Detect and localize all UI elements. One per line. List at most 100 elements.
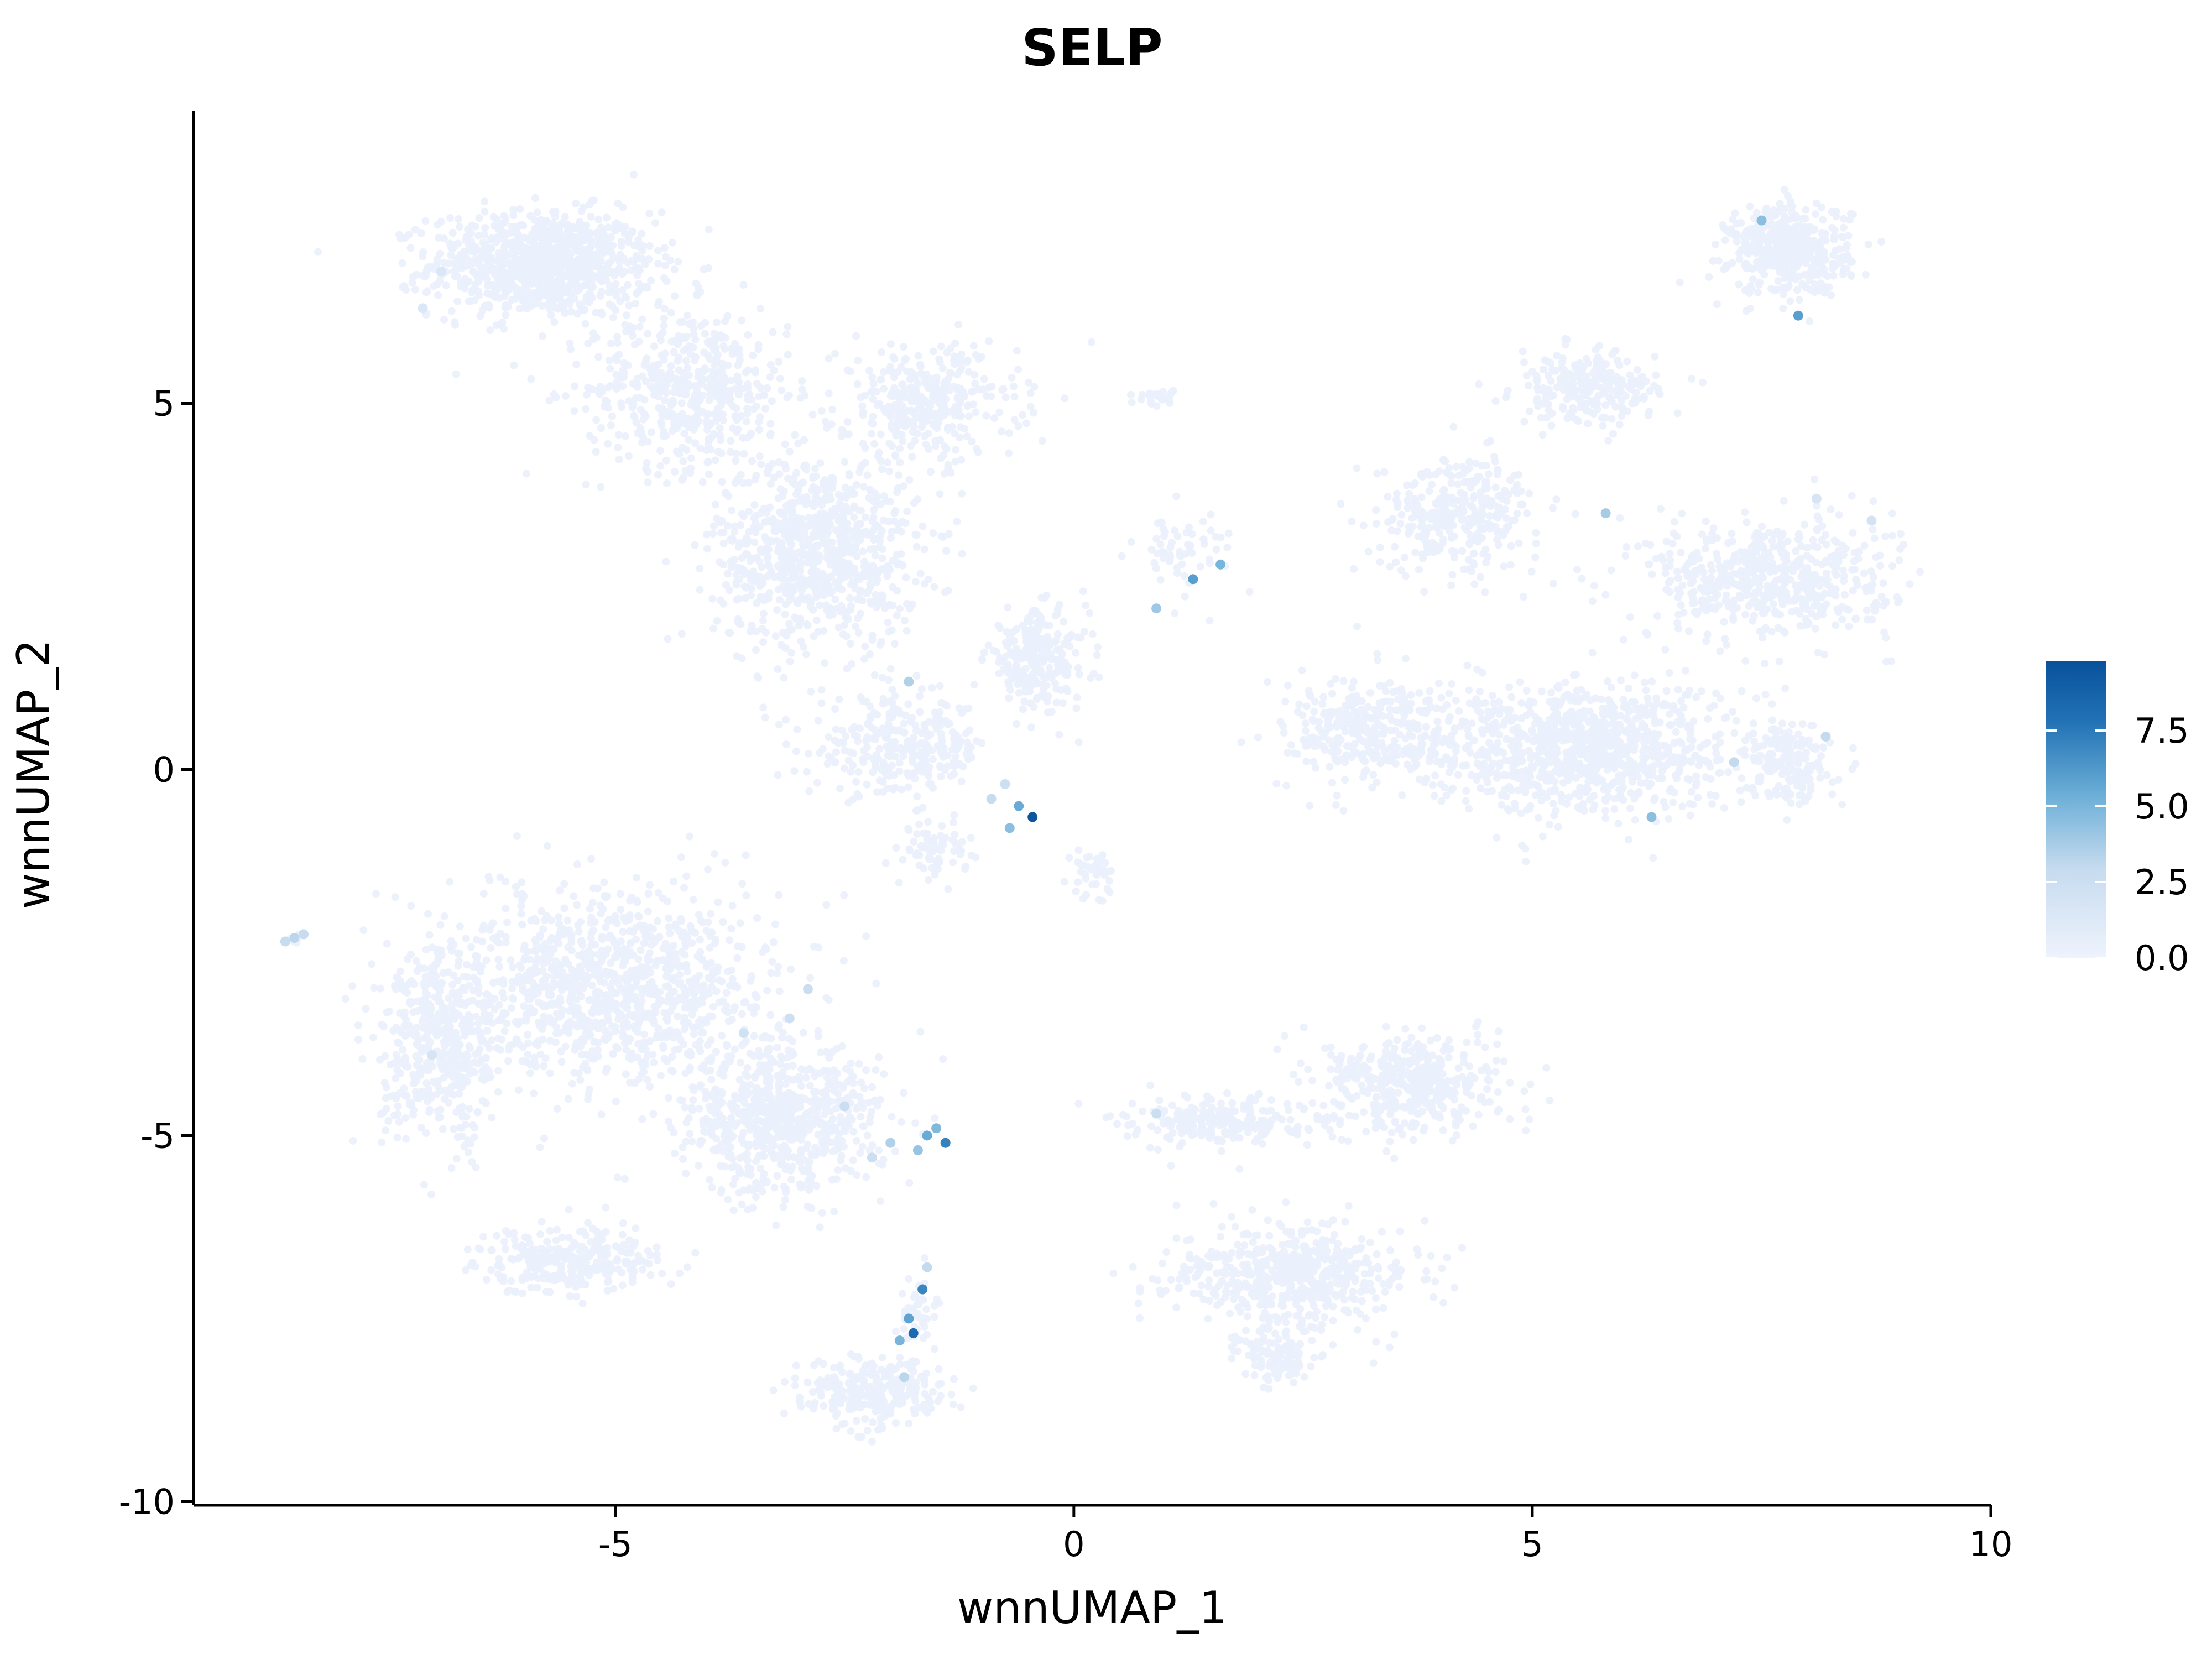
- cell-point: [768, 460, 776, 468]
- cell-point: [1042, 681, 1051, 690]
- cell-point: [1755, 529, 1762, 538]
- cell-point: [904, 700, 912, 708]
- cell-point: [925, 406, 932, 415]
- cell-point: [1601, 414, 1610, 422]
- cell-point: [623, 311, 630, 320]
- cell-point: [1577, 404, 1585, 411]
- cell-point: [982, 411, 990, 420]
- cell-point: [788, 512, 796, 520]
- cell-point: [1808, 609, 1816, 618]
- cell-point: [783, 393, 791, 401]
- cell-point: [1723, 572, 1731, 580]
- cell-point: [934, 859, 942, 867]
- cell-point: [798, 385, 806, 394]
- cell-point: [781, 461, 789, 469]
- cell-point: [838, 426, 846, 434]
- cell-point: [1118, 552, 1126, 560]
- cell-point: [1780, 549, 1788, 557]
- cell-point: [1780, 216, 1788, 225]
- cell-point: [1781, 205, 1789, 213]
- cell-point: [753, 672, 761, 680]
- cell-point: [735, 619, 743, 628]
- cell-point: [478, 249, 487, 258]
- cell-point: [819, 745, 827, 753]
- cell-point: [948, 728, 957, 736]
- cell-point: [857, 393, 865, 401]
- cell-point: [687, 400, 695, 409]
- cell-point: [903, 769, 911, 778]
- cell-point: [1086, 609, 1094, 617]
- cell-point: [613, 357, 621, 365]
- cell-point: [950, 734, 958, 743]
- cell-point: [711, 456, 719, 465]
- cell-point: [701, 319, 709, 327]
- cell-point: [920, 746, 928, 754]
- cell-point: [967, 834, 975, 842]
- cell-point: [1079, 587, 1087, 596]
- cell-point: [592, 448, 600, 456]
- cell-point: [1648, 570, 1656, 578]
- cell-point: [827, 754, 835, 762]
- cell-point: [1762, 254, 1770, 263]
- cell-point: [676, 417, 685, 425]
- cell-point: [719, 416, 727, 424]
- cell-point: [1872, 553, 1880, 561]
- cell-point: [908, 600, 916, 608]
- cell-point: [1652, 371, 1660, 379]
- cell-point: [885, 628, 893, 636]
- cell-point: [650, 342, 658, 351]
- cell-point: [752, 402, 760, 410]
- cell-point: [944, 587, 952, 595]
- cell-point: [1849, 529, 1857, 537]
- cell-point: [920, 763, 928, 771]
- cell-point: [868, 373, 877, 382]
- cell-point: [405, 231, 413, 239]
- cell-point: [863, 471, 872, 479]
- cell-point: [732, 449, 740, 457]
- cell-point: [643, 284, 651, 292]
- cell-point: [1159, 525, 1167, 533]
- cell-point: [899, 728, 907, 737]
- cell-point: [780, 487, 788, 495]
- cell-point: [567, 249, 575, 258]
- cell-point: [1845, 622, 1853, 630]
- cell-point: [1447, 581, 1455, 589]
- cell-point: [572, 360, 581, 368]
- cell-point: [1458, 547, 1467, 555]
- cell-point: [1569, 404, 1577, 412]
- cell-point: [962, 750, 971, 758]
- cell-point: [854, 357, 862, 365]
- cell-point: [1527, 567, 1536, 576]
- cell-point: [672, 447, 681, 456]
- cell-point: [614, 444, 622, 452]
- cell-point: [1520, 418, 1528, 426]
- cell-point: [1025, 650, 1034, 658]
- cell-point: [1779, 305, 1787, 313]
- cell-point: [1656, 505, 1665, 513]
- cell-point: [582, 263, 590, 271]
- cell-point: [571, 295, 578, 303]
- cell-point: [1525, 489, 1533, 498]
- cell-point: [634, 236, 643, 244]
- cell-point: [632, 300, 639, 308]
- cell-point: [820, 479, 827, 488]
- cell-point: [1864, 241, 1872, 248]
- cell-point: [814, 717, 822, 725]
- cell-point: [1397, 510, 1406, 519]
- cell-point: [573, 273, 582, 281]
- cell-point: [735, 566, 743, 574]
- cell-point: [589, 196, 598, 205]
- cell-point: [1787, 207, 1796, 216]
- cell-point: [669, 238, 677, 247]
- cell-point: [619, 203, 627, 211]
- cell-point: [1491, 397, 1500, 405]
- cell-point: [1571, 510, 1579, 518]
- cell-point: [861, 642, 869, 650]
- cell-point: [891, 451, 899, 460]
- cell-point: [1411, 479, 1419, 487]
- cell-point: [1818, 237, 1826, 246]
- cell-point: [723, 312, 732, 320]
- cell-point: [644, 478, 652, 487]
- cell-point: [1418, 550, 1426, 559]
- cell-point: [566, 300, 574, 309]
